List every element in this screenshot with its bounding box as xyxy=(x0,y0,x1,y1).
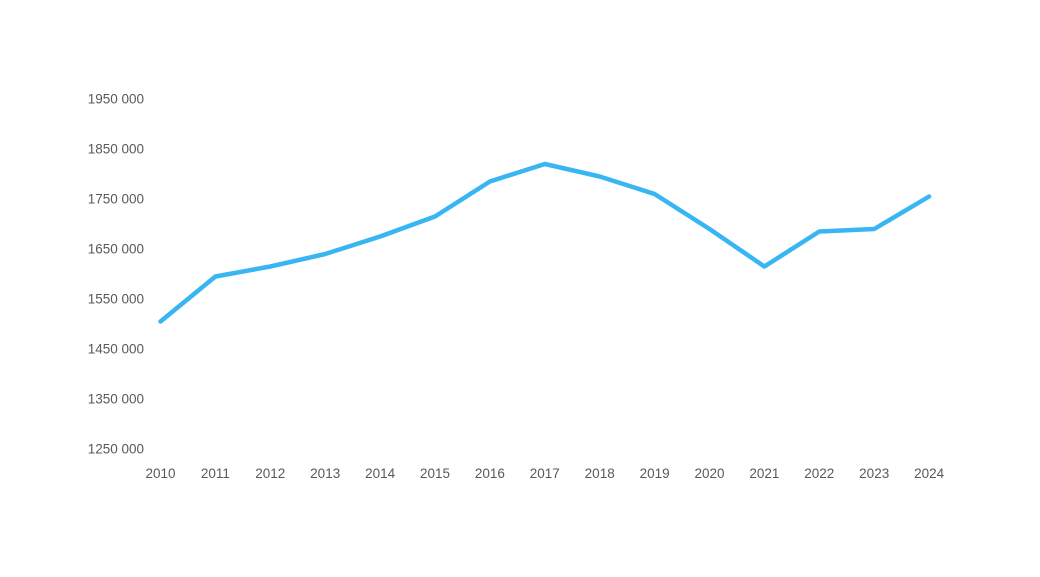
y-axis-tick-label: 1350 000 xyxy=(88,392,144,407)
x-axis-tick-label: 2010 xyxy=(145,466,175,481)
x-axis-tick-label: 2014 xyxy=(365,466,396,481)
x-axis-tick-label: 2011 xyxy=(201,466,230,481)
y-axis-tick-label: 1450 000 xyxy=(88,342,144,357)
y-axis-tick-label: 1850 000 xyxy=(88,142,144,157)
x-axis-tick-label: 2012 xyxy=(255,466,285,481)
x-axis-tick-label: 2019 xyxy=(640,466,670,481)
x-axis-tick-label: 2018 xyxy=(585,466,615,481)
x-axis-tick-label: 2021 xyxy=(749,466,779,481)
y-axis-tick-label: 1950 000 xyxy=(88,92,144,107)
y-axis-tick-label: 1650 000 xyxy=(88,242,144,257)
x-axis-tick-label: 2017 xyxy=(530,466,560,481)
x-axis-tick-label: 2013 xyxy=(310,466,340,481)
x-axis-tick-label: 2023 xyxy=(859,466,889,481)
y-axis-tick-label: 1550 000 xyxy=(88,292,144,307)
x-axis-tick-label: 2015 xyxy=(420,466,450,481)
x-axis-tick-label: 2022 xyxy=(804,466,834,481)
y-axis-tick-label: 1750 000 xyxy=(88,192,144,207)
y-axis-tick-label: 1250 000 xyxy=(88,442,144,457)
x-axis-tick-label: 2020 xyxy=(694,466,724,481)
x-axis-tick-label: 2024 xyxy=(914,466,945,481)
x-axis-tick-label: 2016 xyxy=(475,466,505,481)
data-line xyxy=(158,161,932,324)
